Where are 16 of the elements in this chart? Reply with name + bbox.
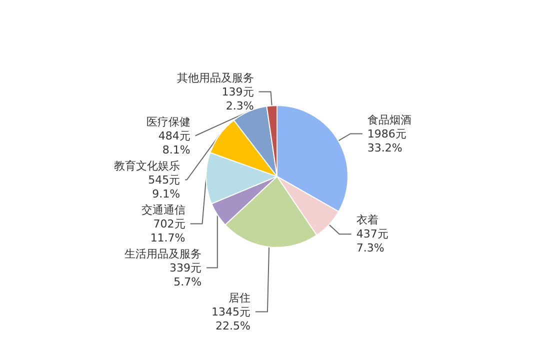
slice-label: 生活用品及服务 — [124, 247, 202, 260]
slice-label: 交通通信 — [141, 203, 186, 216]
slice-label: 医疗保健 — [146, 115, 190, 128]
slice-label: 其他用品及服务 — [176, 71, 254, 84]
data-label: 702元 11.7% — [150, 217, 186, 244]
data-label: 545元 9.1% — [148, 173, 180, 200]
slice-label: 衣着 — [356, 214, 378, 227]
data-label: 1986元 33.2% — [367, 127, 406, 154]
slice-label: 教育文化娱乐 — [114, 159, 180, 172]
data-label: 437元 7.3% — [356, 228, 388, 255]
slice-label: 食品烟酒 — [367, 113, 412, 126]
data-label: 139元 2.3% — [222, 85, 254, 112]
data-label: 484元 8.1% — [158, 129, 190, 156]
data-label: 1345元 22.5% — [211, 305, 250, 332]
data-label: 339元 5.7% — [170, 261, 202, 288]
slice-label: 居住 — [228, 291, 250, 304]
